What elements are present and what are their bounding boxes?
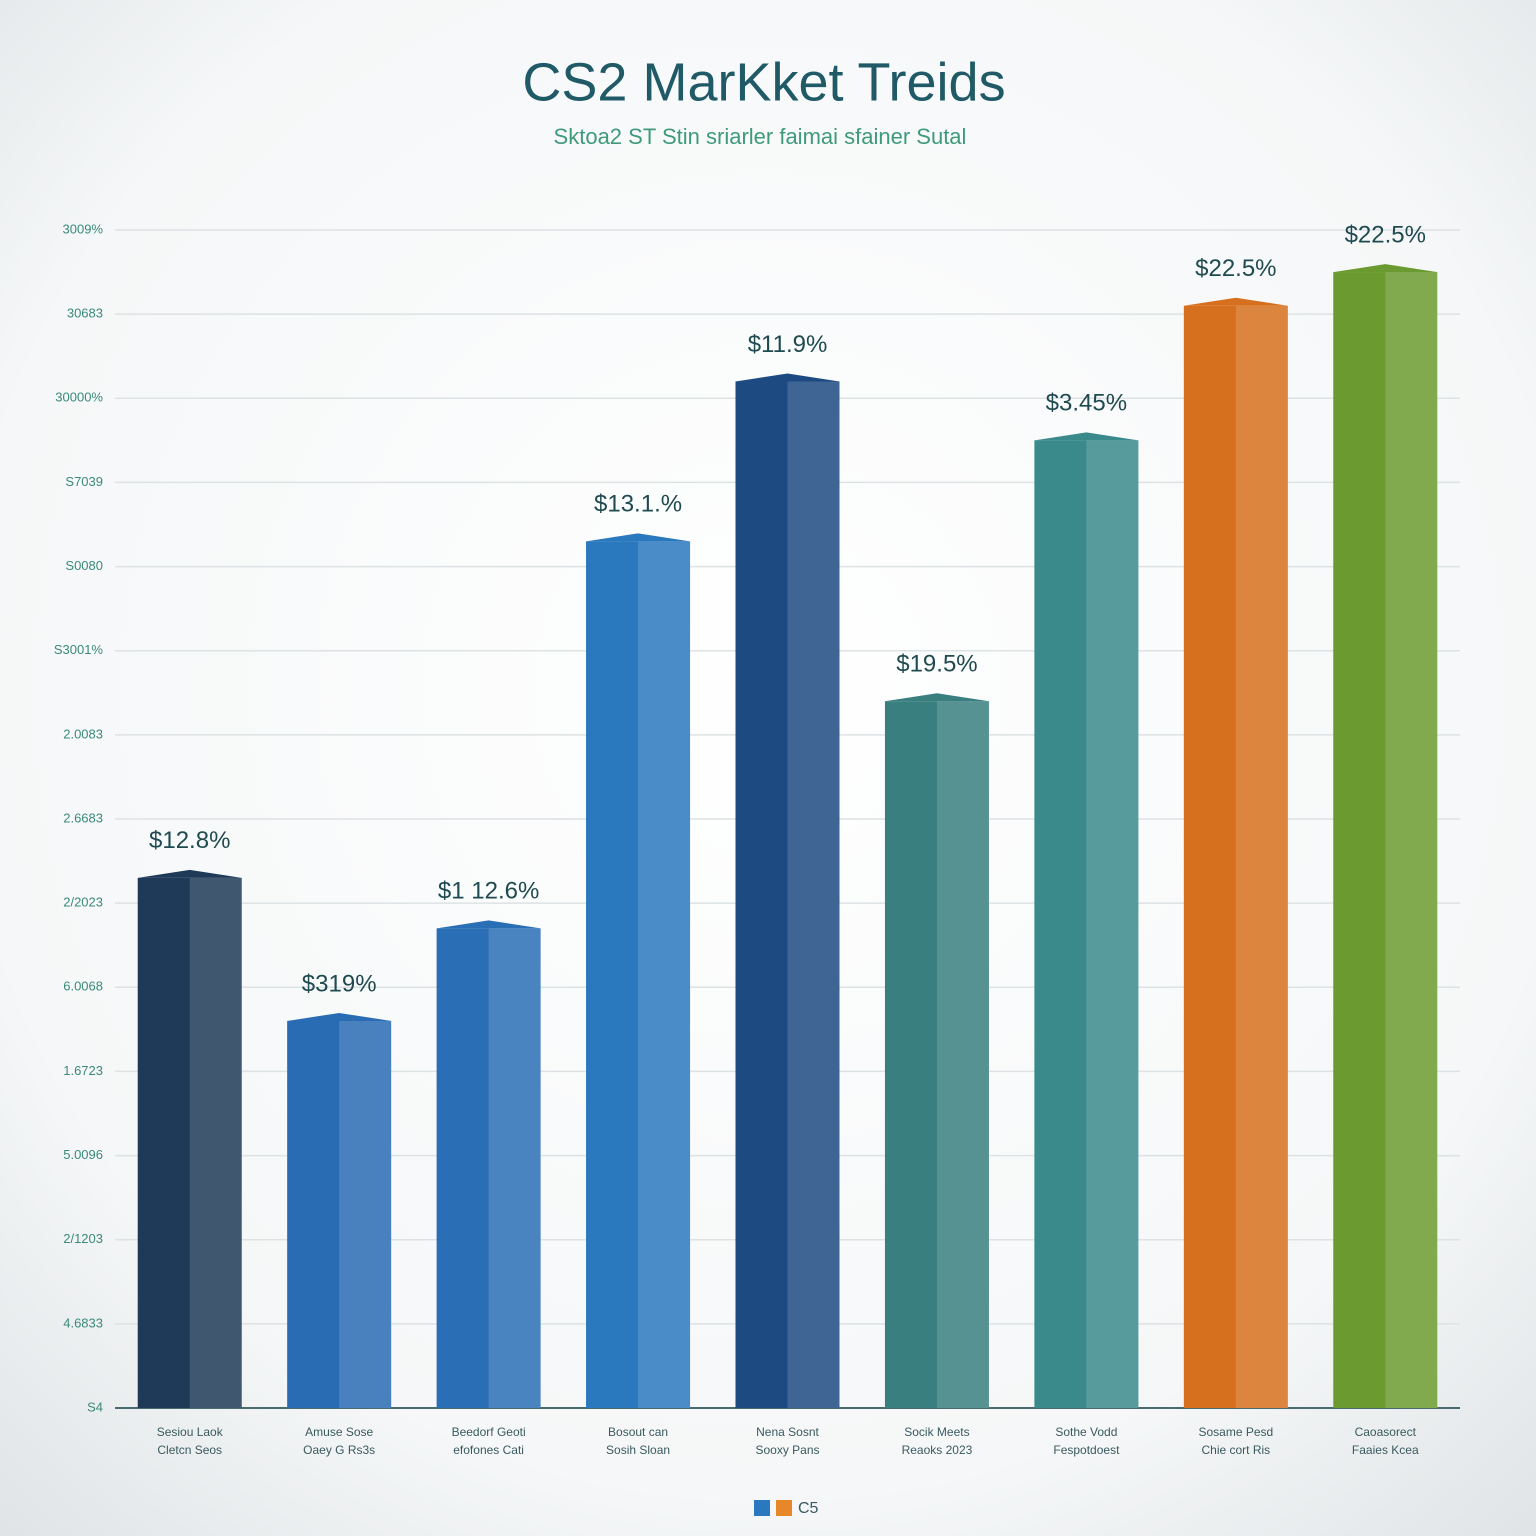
y-tick-label: S0080	[65, 558, 103, 573]
x-tick-label: Amuse Sose	[305, 1425, 373, 1439]
x-tick-label: Sesiou Laok	[157, 1425, 224, 1439]
bar-top	[586, 533, 691, 542]
bar	[586, 541, 691, 1408]
x-tick-label: Socik Meets	[904, 1425, 969, 1439]
bar-face	[638, 541, 691, 1408]
x-tick-label: Cletcn Seos	[157, 1443, 222, 1457]
x-tick-label: Sosih Sloan	[606, 1443, 670, 1457]
y-tick-label: 6.0068	[63, 979, 103, 994]
bar-top	[884, 693, 989, 702]
bar	[137, 877, 242, 1408]
bar-face	[1385, 272, 1438, 1409]
bar	[436, 928, 541, 1408]
bar	[735, 381, 840, 1408]
bar-face	[488, 928, 541, 1408]
x-tick-label: Oaey G Rs3s	[303, 1443, 375, 1457]
bar-face	[189, 877, 242, 1408]
bar-annotation: $319%	[302, 970, 377, 997]
x-tick-label: Sosame Pesd	[1198, 1425, 1273, 1439]
y-tick-label: 3009%	[63, 221, 104, 236]
y-tick-label: 1.6723	[63, 1063, 103, 1078]
y-tick-label: 2/2023	[63, 895, 103, 910]
bar-annotation: $19.5%	[896, 651, 977, 678]
legend-swatch	[754, 1500, 770, 1516]
y-tick-label: 5.0096	[63, 1147, 103, 1162]
y-tick-label: 30683	[67, 306, 103, 321]
chart-title: CS2 MarKket Treids	[522, 52, 1005, 112]
x-tick-label: Beedorf Geoti	[452, 1425, 526, 1439]
x-tick-label: efofones Cati	[453, 1443, 524, 1457]
y-tick-label: 2.0083	[63, 726, 103, 741]
bar-top	[735, 373, 840, 382]
legend-label: C5	[798, 1500, 819, 1517]
x-tick-label: Bosout can	[608, 1425, 668, 1439]
x-tick-label: Reaoks 2023	[902, 1443, 973, 1457]
bar-top	[1034, 432, 1139, 441]
bar	[884, 701, 989, 1408]
bar-annotation: $11.9%	[748, 331, 828, 358]
bar-face	[1086, 440, 1139, 1408]
y-tick-label: S7039	[65, 474, 103, 489]
bar-face	[936, 701, 989, 1408]
bar-annotation: $13.1.%	[594, 491, 682, 518]
bar-top	[287, 1012, 392, 1021]
bar	[1333, 272, 1438, 1409]
bar	[1034, 440, 1139, 1408]
bar	[1183, 305, 1288, 1409]
bar-face	[339, 1020, 392, 1408]
x-tick-label: Faaies Kcea	[1352, 1443, 1419, 1457]
bar-annotation: $22.5%	[1345, 221, 1426, 248]
legend-swatch	[776, 1500, 792, 1516]
y-tick-label: 2.6683	[63, 810, 103, 825]
x-tick-label: Sothe Vodd	[1055, 1425, 1117, 1439]
chart-subtitle: Sktoa2 ST Stin sriarler faimai sfainer S…	[554, 124, 967, 149]
y-tick-label: 30000%	[55, 390, 103, 405]
bar-top	[1333, 264, 1438, 273]
bar-annotation: $22.5%	[1195, 255, 1276, 282]
bar	[287, 1020, 392, 1408]
x-tick-label: Nena Sosnt	[756, 1425, 819, 1439]
y-tick-label: 2/1203	[63, 1231, 103, 1246]
y-tick-label: S4	[87, 1399, 103, 1414]
y-tick-label: 4.6833	[63, 1315, 103, 1330]
bar-face	[1235, 305, 1288, 1409]
x-tick-label: Fespotdoest	[1053, 1443, 1120, 1457]
bar-top	[436, 920, 541, 929]
bar-annotation: $1 12.6%	[438, 878, 539, 905]
x-tick-label: Caoasorect	[1355, 1425, 1417, 1439]
y-tick-label: S3001%	[54, 642, 104, 657]
bar-annotation: $3.45%	[1046, 390, 1127, 417]
bar-top	[137, 869, 242, 878]
x-tick-label: Sooxy Pans	[755, 1443, 819, 1457]
bar-face	[787, 381, 840, 1408]
bar-top	[1183, 297, 1288, 306]
bar-annotation: $12.8%	[149, 827, 230, 854]
x-tick-label: Chie cort Ris	[1201, 1443, 1270, 1457]
